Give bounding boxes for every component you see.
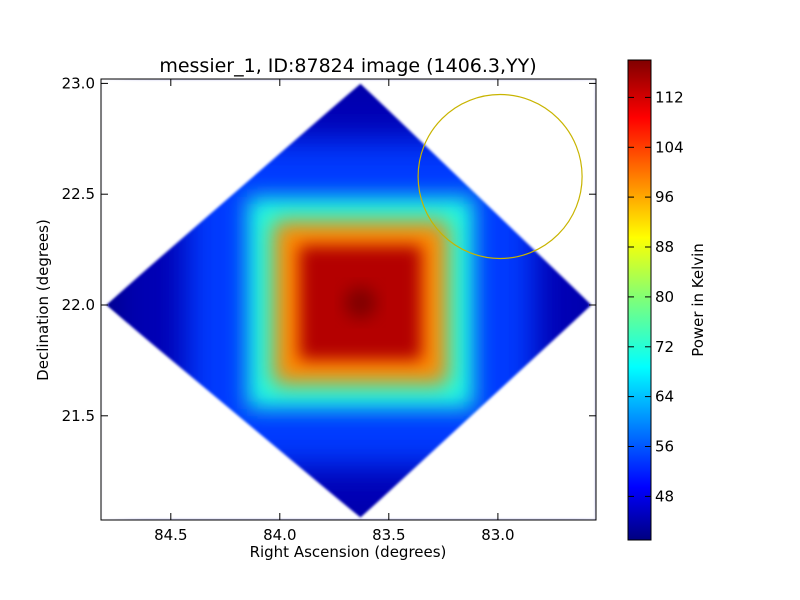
x-axis-label: Right Ascension (degrees)	[250, 543, 447, 561]
colorbar-tick-label: 88	[655, 238, 674, 256]
colorbar-tick-label: 80	[655, 288, 674, 306]
colorbar-tick-label: 104	[655, 138, 684, 156]
colorbar-tick-label: 64	[655, 388, 674, 406]
colorbar-tick-label: 56	[655, 438, 674, 456]
chart-title: messier_1, ID:87824 image (1406.3,YY)	[159, 55, 536, 77]
image-background	[101, 79, 596, 520]
x-tick-label: 84.5	[154, 526, 187, 544]
colorbar-tick-label: 112	[655, 88, 684, 106]
annotations	[417, 93, 583, 260]
colorbar-tick-label: 96	[655, 188, 674, 206]
y-tick-label: 21.5	[62, 407, 95, 425]
y-tick-label: 22.5	[62, 185, 95, 203]
colorbar-label: Power in Kelvin	[689, 243, 707, 357]
y-axis-label: Declination (degrees)	[34, 219, 52, 381]
colorbar-ticks: 48 56 64 72 80 88 96 104 112	[628, 88, 684, 505]
annotation-circle	[417, 93, 583, 260]
heatmap-image	[101, 79, 596, 520]
y-tick-label: 22.0	[62, 296, 95, 314]
colorbar-tick-label: 72	[655, 338, 674, 356]
x-tick-label: 83.0	[481, 526, 514, 544]
x-axis-ticks: 84.5 84.0 83.5 83.0	[154, 79, 515, 544]
intensity-peak	[344, 286, 377, 319]
colorbar	[627, 59, 652, 541]
colorbar-tick-label: 48	[655, 487, 674, 505]
axes-frame	[100, 78, 597, 521]
y-tick-label: 23.0	[62, 74, 95, 92]
y-axis-ticks: 21.5 22.0 22.5 23.0	[62, 74, 596, 425]
x-tick-label: 84.0	[263, 526, 296, 544]
x-tick-label: 83.5	[372, 526, 405, 544]
